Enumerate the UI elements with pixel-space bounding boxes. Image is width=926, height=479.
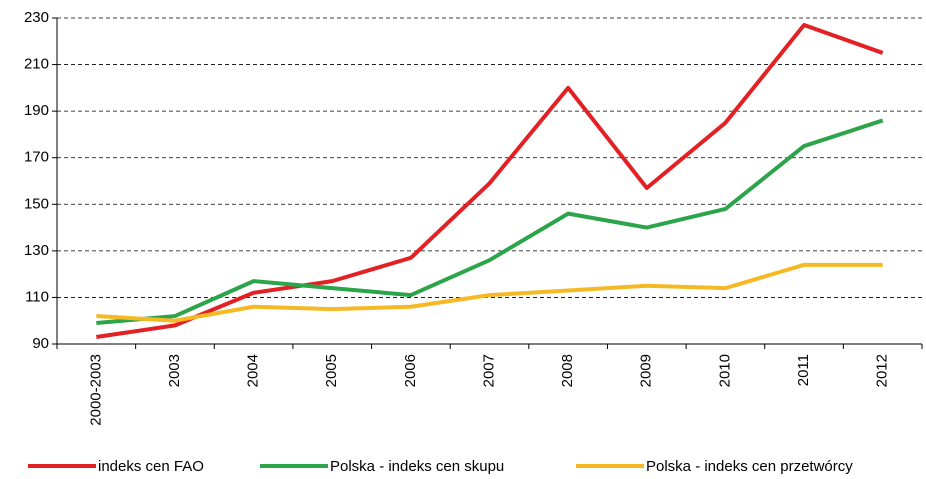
series-line xyxy=(96,118,884,326)
x-tick-label: 2005 xyxy=(323,354,340,387)
y-tick-label: 90 xyxy=(32,335,49,352)
legend-label: Polska - indeks cen przetwórcy xyxy=(646,458,853,475)
y-tick-label: 130 xyxy=(24,242,49,259)
x-tick-label: 2011 xyxy=(795,354,812,386)
x-tick-label: 2006 xyxy=(402,354,419,387)
y-tick-label: 230 xyxy=(24,9,49,26)
x-tick-label: 2008 xyxy=(559,354,576,387)
x-tick-label: 2012 xyxy=(874,354,891,387)
series-line xyxy=(96,262,883,323)
x-tick-label: 2000-2003 xyxy=(87,354,104,426)
y-tick-label: 170 xyxy=(24,149,49,166)
y-tick-label: 210 xyxy=(24,56,49,73)
legend-label: indeks cen FAO xyxy=(98,458,204,475)
y-tick-label: 150 xyxy=(24,195,49,212)
y-tick-label: 110 xyxy=(25,288,49,305)
y-tick-label: 190 xyxy=(24,102,49,119)
x-tick-label: 2007 xyxy=(480,354,497,387)
series-line xyxy=(96,22,884,339)
x-tick-label: 2003 xyxy=(166,354,183,387)
x-tick-label: 2009 xyxy=(638,354,655,387)
legend-label: Polska - indeks cen skupu xyxy=(330,458,504,475)
x-tick-label: 2010 xyxy=(716,354,733,387)
x-tick-label: 2004 xyxy=(245,354,262,387)
